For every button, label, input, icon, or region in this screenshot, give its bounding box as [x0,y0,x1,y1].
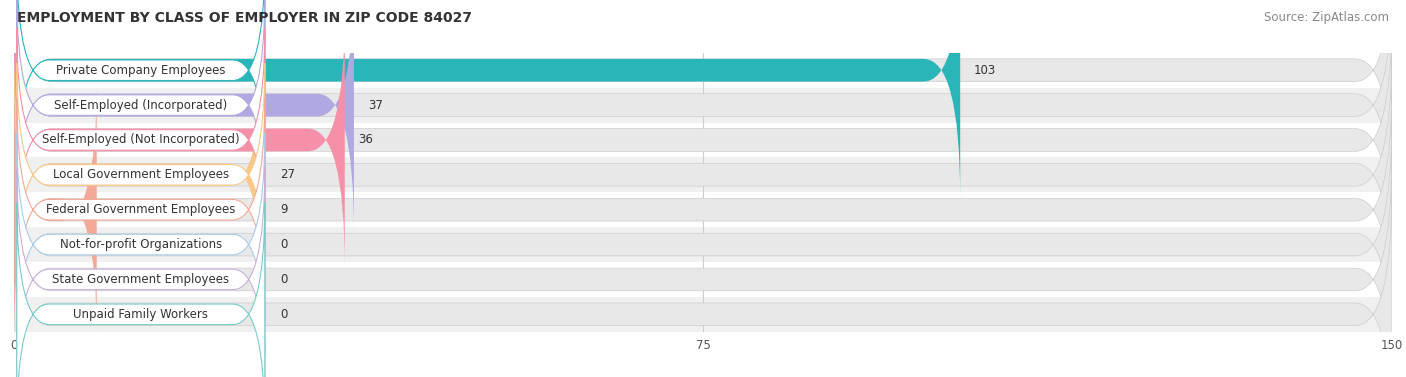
Bar [14,53,1392,88]
Bar [14,297,1392,332]
FancyBboxPatch shape [14,116,1392,373]
FancyBboxPatch shape [17,0,264,182]
FancyBboxPatch shape [14,47,262,303]
Text: 0: 0 [280,308,288,321]
Text: EMPLOYMENT BY CLASS OF EMPLOYER IN ZIP CODE 84027: EMPLOYMENT BY CLASS OF EMPLOYER IN ZIP C… [17,11,472,25]
Text: Source: ZipAtlas.com: Source: ZipAtlas.com [1264,11,1389,24]
Text: State Government Employees: State Government Employees [52,273,229,286]
FancyBboxPatch shape [14,0,354,233]
FancyBboxPatch shape [14,81,1392,338]
Text: Self-Employed (Incorporated): Self-Employed (Incorporated) [55,99,228,112]
FancyBboxPatch shape [17,0,264,217]
Text: Local Government Employees: Local Government Employees [53,169,229,181]
FancyBboxPatch shape [17,202,264,377]
Text: Federal Government Employees: Federal Government Employees [46,203,236,216]
Text: 9: 9 [280,203,288,216]
FancyBboxPatch shape [17,98,264,322]
Text: 36: 36 [359,133,374,146]
FancyBboxPatch shape [14,186,1392,377]
Text: 103: 103 [974,64,997,77]
Bar [14,123,1392,158]
Text: 0: 0 [280,238,288,251]
Text: 37: 37 [368,99,382,112]
FancyBboxPatch shape [14,81,97,338]
FancyBboxPatch shape [14,0,1392,198]
Bar [14,227,1392,262]
Text: Private Company Employees: Private Company Employees [56,64,225,77]
Text: Unpaid Family Workers: Unpaid Family Workers [73,308,208,321]
FancyBboxPatch shape [17,28,264,252]
Bar [14,88,1392,123]
Text: 0: 0 [280,273,288,286]
FancyBboxPatch shape [17,168,264,377]
Bar [14,192,1392,227]
FancyBboxPatch shape [17,133,264,356]
FancyBboxPatch shape [14,0,1392,233]
FancyBboxPatch shape [14,12,344,268]
FancyBboxPatch shape [14,0,960,198]
FancyBboxPatch shape [14,151,1392,377]
FancyBboxPatch shape [17,63,264,287]
Bar [14,158,1392,192]
Text: Not-for-profit Organizations: Not-for-profit Organizations [59,238,222,251]
FancyBboxPatch shape [14,47,1392,303]
Text: 27: 27 [280,169,295,181]
Text: Self-Employed (Not Incorporated): Self-Employed (Not Incorporated) [42,133,239,146]
Bar [14,262,1392,297]
FancyBboxPatch shape [14,12,1392,268]
